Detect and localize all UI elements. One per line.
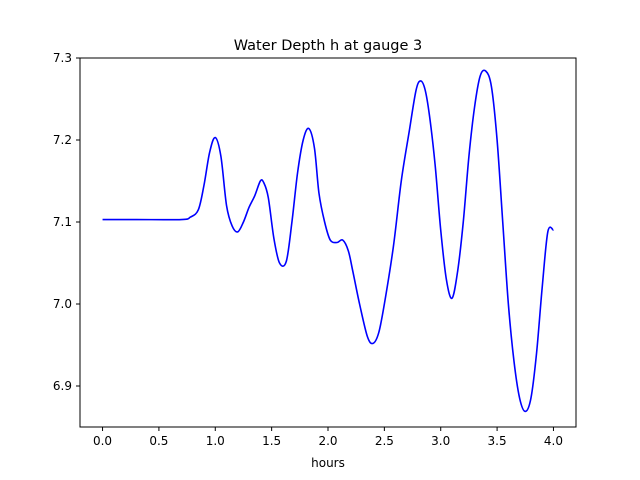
series-line-0 (102, 69, 555, 413)
y-axis: 6.9 7.0 7.1 7.2 7.3 (53, 51, 80, 393)
plot-frame (79, 57, 577, 428)
x-tick-label: 1.0 (206, 434, 225, 448)
chart-title: Water Depth h at gauge 3 (234, 38, 422, 54)
x-tick-label: 1.5 (262, 434, 281, 448)
x-tick-label: 3.0 (431, 434, 450, 448)
x-tick-label: 2.0 (318, 434, 337, 448)
y-tick-label: 7.3 (53, 51, 72, 65)
x-tick-label: 3.5 (488, 434, 507, 448)
y-tick-label: 6.9 (53, 379, 72, 393)
y-tick-label: 7.1 (53, 215, 72, 229)
x-tick-label: 0.5 (149, 434, 168, 448)
y-tick-label: 7.2 (53, 133, 72, 147)
x-axis: 0.0 0.5 1.0 1.5 2.0 2.5 3.0 3.5 4.0 (93, 427, 563, 448)
y-tick-label: 7.0 (53, 297, 72, 311)
x-tick-label: 2.5 (375, 434, 394, 448)
plot-area (102, 69, 555, 413)
x-tick-label: 0.0 (93, 434, 112, 448)
x-tick-label: 4.0 (544, 434, 563, 448)
x-axis-label: hours (311, 456, 345, 470)
